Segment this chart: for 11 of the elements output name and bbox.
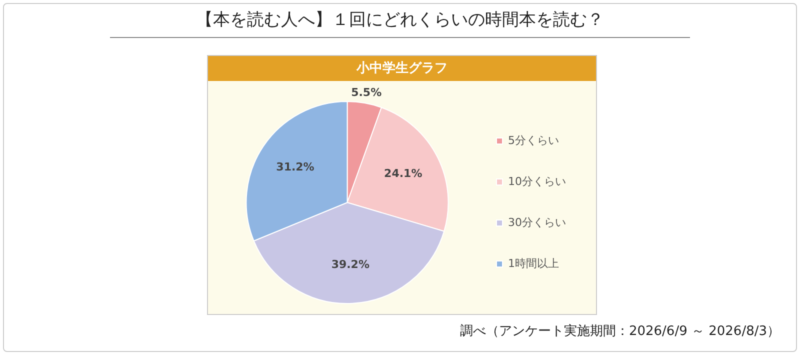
chart-title: 【本を読む人へ】１回にどれくらいの時間本を読む？ [110, 8, 690, 38]
legend-label: 10分くらい [508, 174, 566, 188]
chart-subtitle: 小中学生グラフ [208, 56, 596, 81]
legend-label: 5分くらい [508, 134, 560, 147]
data-label: 31.2% [276, 160, 314, 174]
data-label: 24.1% [384, 167, 422, 180]
legend-label: 30分くらい [508, 216, 566, 229]
data-label: 39.2% [331, 258, 370, 271]
text: 調べ（アンケート実施期間：2026/6/9 ～ 2026/8/3） [460, 323, 780, 340]
legend-label: 1時間以上 [508, 256, 560, 270]
data-label: 5.5% [351, 86, 382, 100]
